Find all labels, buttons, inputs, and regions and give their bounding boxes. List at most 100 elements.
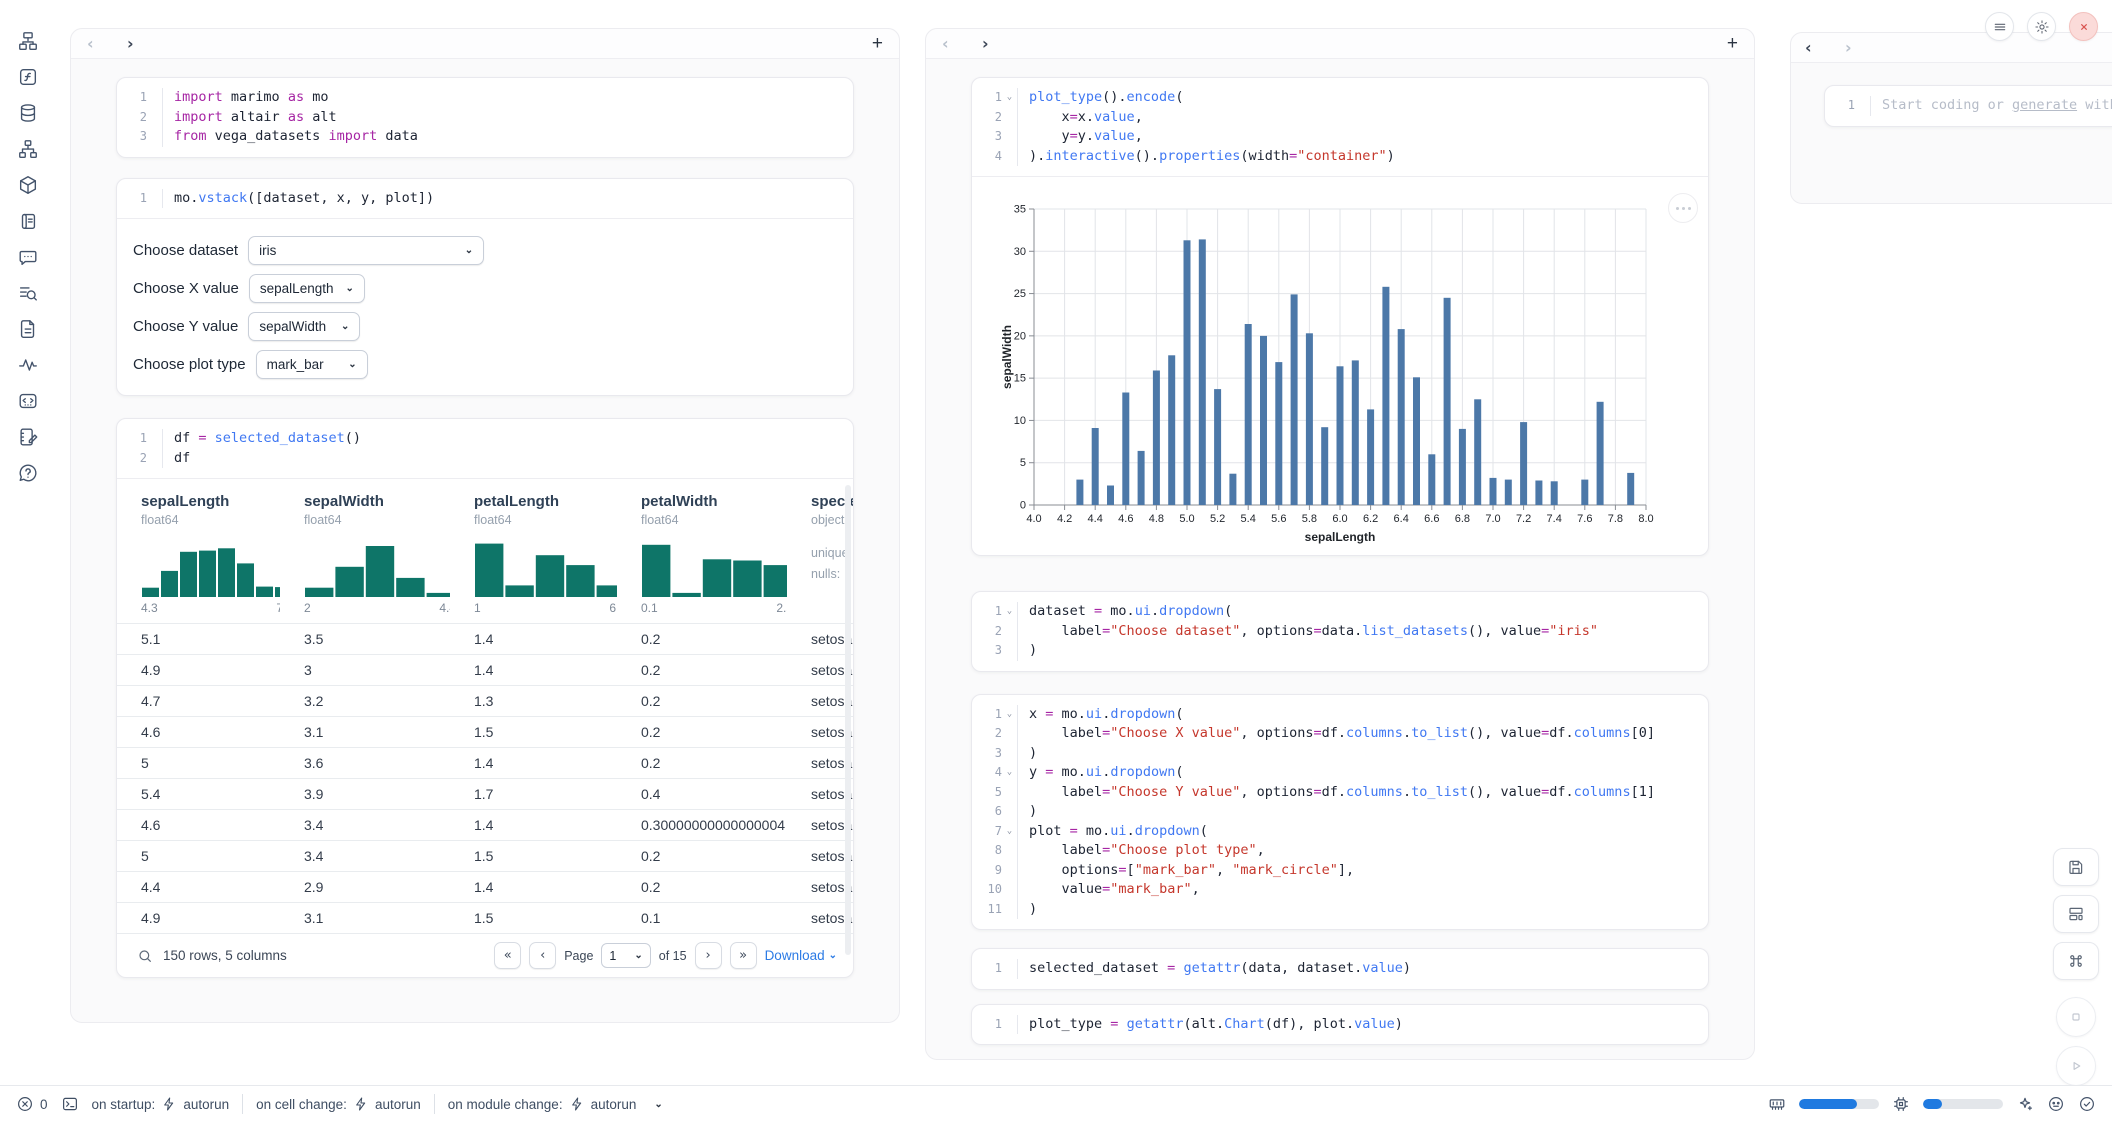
- code-editor[interactable]: 1 plot_type = getattr(alt.Chart(df), plot…: [972, 1005, 1708, 1045]
- fold-icon: [1002, 622, 1017, 642]
- on-module-change-setting[interactable]: on module change: autorun ⌄: [448, 1096, 663, 1112]
- chat-icon[interactable]: [17, 246, 39, 268]
- scratchpad-icon[interactable]: [17, 426, 39, 448]
- connection-status-icon[interactable]: [2078, 1095, 2096, 1113]
- search-icon[interactable]: [137, 948, 153, 964]
- table-row[interactable]: 5 3.4 1.5 0.2 setosa: [117, 840, 853, 871]
- table-row[interactable]: 4.9 3.1 1.5 0.1 setosa: [117, 902, 853, 933]
- packages-icon[interactable]: [17, 174, 39, 196]
- shutdown-button[interactable]: [2069, 12, 2098, 41]
- generate-with-ai-link[interactable]: generate: [2012, 97, 2078, 113]
- table-row[interactable]: 4.6 3.1 1.5 0.2 setosa: [117, 716, 853, 747]
- on-cell-change-setting[interactable]: on cell change: autorun: [256, 1096, 421, 1112]
- cell-xy-plot-dropdowns[interactable]: 1 ⌄ x = mo.ui.dropdown(2 label="Choose X v…: [971, 693, 1709, 930]
- snippets-icon[interactable]: [17, 390, 39, 412]
- table-row[interactable]: 5 3.6 1.4 0.2 setosa: [117, 747, 853, 778]
- choose-y-value-dropdown[interactable]: sepalWidth ⌄: [248, 311, 361, 341]
- cell-dataframe[interactable]: 1 df = selected_dataset() 2 df sepalLength f…: [116, 418, 854, 978]
- code-editor[interactable]: 1 ⌄ x = mo.ui.dropdown(2 label="Choose X v…: [972, 695, 1708, 930]
- settings-button[interactable]: [2027, 12, 2056, 41]
- code-editor[interactable]: 1 mo.vstack([dataset, x, y, plot]): [117, 179, 853, 219]
- bot-icon[interactable]: [2047, 1095, 2065, 1113]
- dependencies-icon[interactable]: [17, 138, 39, 160]
- column-header-sepalwidth[interactable]: sepalWidth float64 24.4: [280, 493, 450, 615]
- column-next-button[interactable]: ›: [982, 34, 989, 53]
- table-scrollbar[interactable]: [845, 485, 851, 955]
- download-button[interactable]: Download ⌄: [764, 948, 837, 963]
- code-editor[interactable]: 1 ⌄ dataset = mo.ui.dropdown(2 label="Choo…: [972, 592, 1708, 671]
- column-header-sepallength[interactable]: sepalLength float64 4.37.9: [117, 493, 280, 615]
- run-button[interactable]: [2056, 1046, 2096, 1086]
- file-explorer-icon[interactable]: [17, 30, 39, 52]
- table-cell: 4.4: [141, 879, 161, 895]
- table-row[interactable]: 5.4 3.9 1.7 0.4 setosa: [117, 778, 853, 809]
- cell-plot[interactable]: 1 ⌄ plot_type().encode(2 x=x.value, 3 y=y.v…: [971, 77, 1709, 556]
- cell-empty[interactable]: 1 Start coding or generate with: [1824, 85, 2112, 127]
- table-row[interactable]: 4.4 2.9 1.4 0.2 setosa: [117, 871, 853, 902]
- column-dtype: float64: [304, 513, 342, 527]
- fold-icon[interactable]: ⌄: [1006, 767, 1013, 777]
- cell-imports[interactable]: 1 import marimo as mo 2 import altair as al…: [116, 77, 854, 158]
- table-row[interactable]: 4.9 3 1.4 0.2 setosa: [117, 654, 853, 685]
- column-next-button[interactable]: ›: [1845, 38, 1852, 57]
- menu-button[interactable]: [1985, 12, 2014, 41]
- on-startup-setting[interactable]: on startup: autorun: [92, 1096, 230, 1112]
- fold-icon: [147, 88, 162, 108]
- layout-button[interactable]: [2053, 895, 2099, 933]
- ai-sparkles-icon[interactable]: [2016, 1095, 2034, 1113]
- datasources-icon[interactable]: [17, 102, 39, 124]
- fold-icon[interactable]: ⌄: [1006, 825, 1013, 836]
- last-page-button[interactable]: »: [729, 942, 757, 969]
- logs-icon[interactable]: [17, 282, 39, 304]
- altair-chart[interactable]: 4.0 4.2 4.4 4.6 4.8 5.0 5.2 5.4 5.6 5.8 6.0 6.2 6.4 6…: [1000, 185, 1708, 547]
- column-prev-button[interactable]: ‹: [1805, 38, 1812, 57]
- bar-chart-svg[interactable]: 4.0 4.2 4.4 4.6 4.8 5.0 5.2 5.4 5.6 5.8 6.0 6.2 6.4 6…: [1000, 185, 1676, 547]
- functions-icon[interactable]: [17, 66, 39, 88]
- add-cell-button[interactable]: +: [871, 33, 883, 54]
- column-header-petallength[interactable]: petalLength float64 16.9: [450, 493, 617, 615]
- cell-vstack[interactable]: 1 mo.vstack([dataset, x, y, plot]) Choose…: [116, 177, 854, 396]
- terminal-button[interactable]: [61, 1095, 79, 1113]
- cell-selected-dataset[interactable]: 1 selected_dataset = getattr(data, datase…: [971, 948, 1709, 990]
- fold-icon[interactable]: ⌄: [1006, 92, 1013, 102]
- keyboard-shortcuts-button[interactable]: [2053, 942, 2099, 980]
- chart-menu-button[interactable]: [1668, 193, 1698, 223]
- column-header-petalwidth[interactable]: petalWidth float64 0.12.5: [617, 493, 787, 615]
- choose-plot-type-dropdown[interactable]: mark_bar ⌄: [255, 349, 368, 379]
- save-button[interactable]: [2053, 848, 2099, 886]
- table-cell: 0.2: [641, 631, 661, 647]
- table-row[interactable]: 5.1 3.5 1.4 0.2 setosa: [117, 623, 853, 654]
- help-icon[interactable]: [17, 462, 39, 484]
- code-editor[interactable]: 1 selected_dataset = getattr(data, datase…: [972, 949, 1708, 989]
- table-row[interactable]: 4.7 3.2 1.3 0.2 setosa: [117, 685, 853, 716]
- table-row[interactable]: 4.6 3.4 1.4 0.30000000000000004 setosa: [117, 809, 853, 840]
- scripts-icon[interactable]: [17, 210, 39, 232]
- line-number: 11: [987, 901, 1002, 916]
- errors-indicator[interactable]: 0: [16, 1095, 48, 1113]
- next-page-button[interactable]: ›: [694, 942, 722, 969]
- cell-dataset-dropdown[interactable]: 1 ⌄ dataset = mo.ui.dropdown(2 label="Choo…: [971, 591, 1709, 672]
- page-select[interactable]: 1 ⌄: [601, 943, 651, 968]
- choose-dataset-dropdown[interactable]: iris ⌄: [248, 235, 485, 265]
- line-number: 2: [139, 109, 147, 124]
- stop-button[interactable]: [2056, 997, 2096, 1037]
- code-editor[interactable]: 1 import marimo as mo 2 import altair as al…: [117, 78, 853, 157]
- choose-x-value-dropdown[interactable]: sepalLength ⌄: [248, 273, 365, 303]
- code-editor[interactable]: 1 df = selected_dataset() 2 df: [117, 419, 853, 478]
- svg-text:5.8: 5.8: [1302, 513, 1317, 525]
- fold-icon[interactable]: ⌄: [1006, 606, 1013, 616]
- column-prev-button[interactable]: ‹: [87, 34, 94, 53]
- code-editor[interactable]: 1 ⌄ plot_type().encode(2 x=x.value, 3 y=y.v…: [972, 78, 1708, 176]
- prev-page-button[interactable]: ‹: [529, 942, 557, 969]
- first-page-button[interactable]: «: [494, 942, 522, 969]
- column-prev-button[interactable]: ‹: [942, 34, 949, 53]
- code-editor[interactable]: 1 Start coding or generate with: [1825, 86, 2112, 126]
- column-next-button[interactable]: ›: [127, 34, 134, 53]
- histogram-range: 16.9: [474, 601, 617, 615]
- fold-icon[interactable]: ⌄: [1006, 708, 1013, 719]
- documentation-icon[interactable]: [17, 318, 39, 340]
- tracing-icon[interactable]: [17, 354, 39, 376]
- add-cell-button[interactable]: +: [1726, 33, 1738, 54]
- cell-plot-type[interactable]: 1 plot_type = getattr(alt.Chart(df), plot…: [971, 1003, 1709, 1045]
